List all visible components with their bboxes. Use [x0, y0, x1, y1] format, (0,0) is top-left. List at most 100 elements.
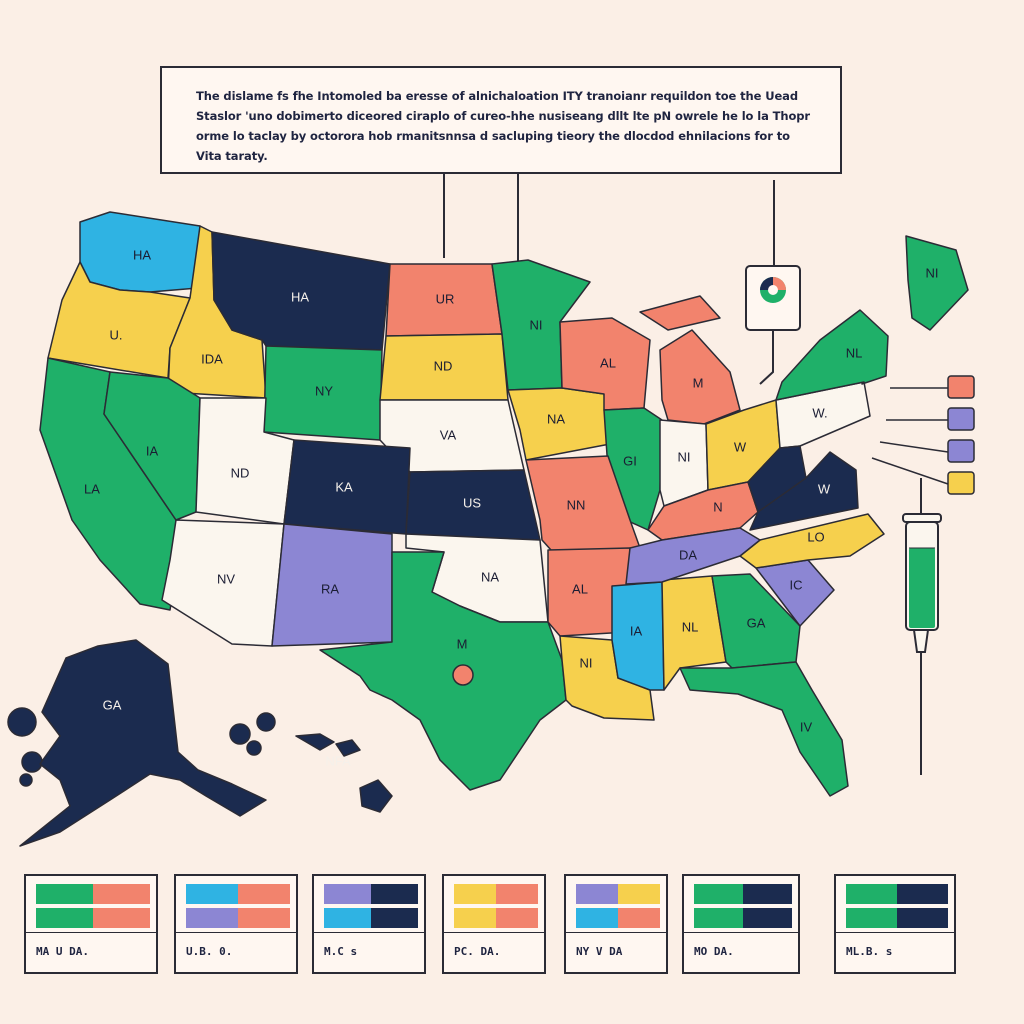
- legend-text: ML.B. s: [846, 945, 893, 958]
- legend-card: MO DA.: [682, 874, 800, 974]
- state-label-nd: UR: [436, 291, 455, 306]
- states-layer: [7, 211, 969, 847]
- state-label-mi: M: [693, 375, 704, 390]
- state-label-wa: HA: [133, 247, 151, 262]
- state-label-az: NV: [217, 571, 235, 586]
- legend-swatches: [324, 884, 418, 928]
- caption-text: The dislame fs fhe Intomoled ba eresse o…: [196, 89, 810, 163]
- legend-divider: [26, 932, 156, 933]
- location-pin-icon: [745, 265, 801, 385]
- state-fl[interactable]: [679, 661, 849, 797]
- legend-divider: [566, 932, 666, 933]
- state-label-ky: N: [713, 499, 722, 514]
- state-label-la: NI: [580, 655, 593, 670]
- legend-swatch: [743, 884, 792, 904]
- island-fragment: [256, 712, 276, 732]
- legend-divider: [176, 932, 296, 933]
- state-label-fl: IV: [800, 719, 813, 734]
- legend-card: ML.B. s: [834, 874, 956, 974]
- legend-swatch: [454, 908, 496, 928]
- island-fragment: [21, 751, 43, 773]
- legend-swatches: [36, 884, 150, 928]
- legend-swatch: [186, 884, 238, 904]
- state-label-il: GI: [623, 453, 637, 468]
- state-label-ne: VA: [440, 427, 457, 442]
- legend-swatch: [454, 884, 496, 904]
- side-swatch: [947, 439, 975, 463]
- legend-card: NY V DA: [564, 874, 668, 974]
- legend-divider: [836, 932, 954, 933]
- state-label-ut: ND: [231, 465, 250, 480]
- state-label-tn: DA: [679, 547, 697, 562]
- legend-swatches: [576, 884, 660, 928]
- callout-lines: [443, 174, 775, 270]
- side-swatch: [947, 375, 975, 399]
- state-ky[interactable]: [647, 481, 759, 541]
- legend-swatch: [576, 908, 618, 928]
- state-nc[interactable]: [739, 513, 885, 569]
- state-label-in: NI: [678, 449, 691, 464]
- state-hi[interactable]: [295, 733, 393, 813]
- legend-swatch: [694, 908, 743, 928]
- state-label-nc: LO: [807, 529, 824, 544]
- state-label-mt: HA: [291, 289, 309, 304]
- syringe-icon: [902, 478, 942, 775]
- state-label-ok: NA: [481, 569, 499, 584]
- island-fragment: [246, 740, 262, 756]
- state-label-ny: NL: [846, 345, 863, 360]
- state-label-wi: AL: [600, 355, 616, 370]
- state-va[interactable]: [749, 451, 859, 531]
- state-mi[interactable]: [639, 295, 741, 425]
- state-label-nv: IA: [146, 443, 159, 458]
- state-ny[interactable]: [775, 309, 889, 401]
- state-tn[interactable]: [625, 527, 761, 585]
- legend-swatch: [371, 908, 418, 928]
- state-label-al: NL: [682, 619, 699, 634]
- legend-card: M.C s: [312, 874, 426, 974]
- legend-swatch: [238, 884, 290, 904]
- state-label-id: IDA: [201, 351, 223, 366]
- state-label-ak: GA: [103, 697, 122, 712]
- state-label-pa: W.: [812, 405, 827, 420]
- state-label-ar: AL: [572, 581, 588, 596]
- state-ak[interactable]: [19, 639, 267, 847]
- state-label-sd: ND: [434, 358, 453, 373]
- legend-swatch: [238, 908, 290, 928]
- state-label-me: NI: [926, 265, 939, 280]
- legend-text: MA U DA.: [36, 945, 89, 958]
- state-label-or: U.: [110, 327, 123, 342]
- state-tx[interactable]: [319, 551, 567, 791]
- state-label-mo: NN: [567, 497, 586, 512]
- legend-swatch: [496, 884, 538, 904]
- state-al[interactable]: [661, 575, 727, 691]
- legend-swatches: [694, 884, 792, 928]
- state-ar[interactable]: [547, 547, 631, 637]
- legend-swatch: [324, 884, 371, 904]
- legend-text: U.B. 0.: [186, 945, 233, 958]
- legend-swatches: [846, 884, 948, 928]
- state-label-ms: IA: [630, 623, 643, 638]
- state-label-tx: M: [457, 636, 468, 651]
- state-me[interactable]: [905, 235, 969, 331]
- island-fragment: [7, 707, 37, 737]
- legend-swatch: [93, 908, 150, 928]
- legend-swatch: [496, 908, 538, 928]
- legend-text: NY V DA: [576, 945, 623, 958]
- island-fragment: [229, 723, 251, 745]
- legend-swatch: [897, 884, 948, 904]
- legend-swatch: [694, 884, 743, 904]
- legend-swatch: [186, 908, 238, 928]
- caption-box: The dislame fs fhe Intomoled ba eresse o…: [160, 66, 842, 174]
- state-label-ca: LA: [84, 481, 100, 496]
- legend-text: M.C s: [324, 945, 358, 958]
- legend-divider: [684, 932, 798, 933]
- state-label-va: W: [818, 481, 831, 496]
- legend-swatch: [743, 908, 792, 928]
- legend-swatch: [846, 884, 897, 904]
- legend-text: PC. DA.: [454, 945, 501, 958]
- legend-divider: [314, 932, 424, 933]
- texas-marker: [452, 664, 474, 686]
- side-swatch-leaders: [871, 387, 949, 485]
- state-label-mn: NI: [530, 317, 543, 332]
